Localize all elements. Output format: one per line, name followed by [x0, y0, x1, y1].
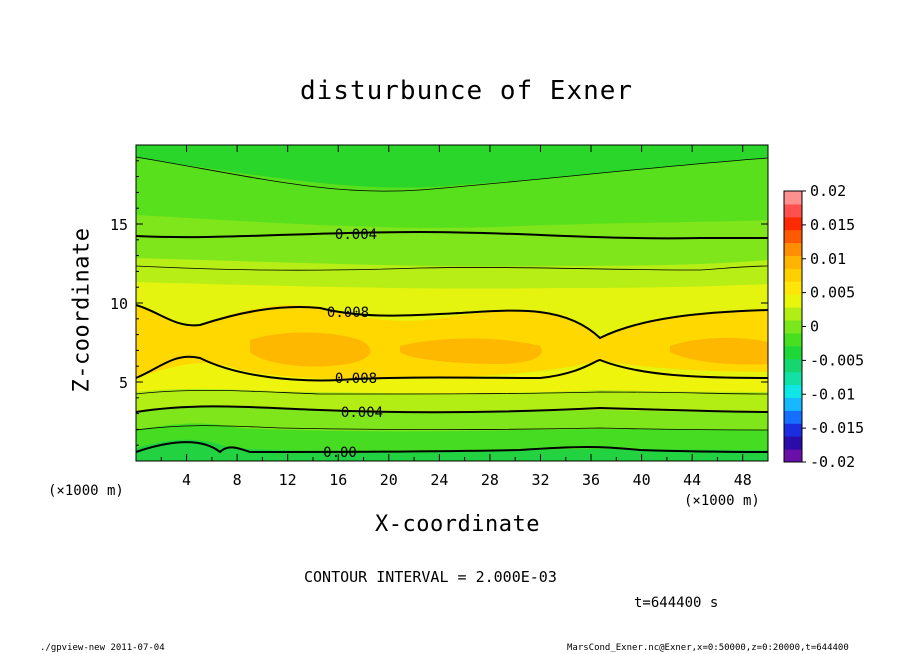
colorbar-segment [784, 294, 802, 308]
colorbar-segment [784, 449, 802, 463]
colorbar-segment [784, 307, 802, 321]
colorbar-segment [784, 255, 802, 269]
y-tick-label: 10 [110, 295, 128, 313]
colorbar-segment [784, 281, 802, 295]
colorbar-tick-label: -0.015 [810, 419, 864, 437]
colorbar-segment [784, 229, 802, 244]
contour-line-000 [135, 441, 769, 454]
x-tick-label: 44 [683, 471, 701, 489]
x-tick-label: 28 [481, 471, 499, 489]
x-tick-label: 16 [329, 471, 347, 489]
footer-left: ./gpview-new 2011-07-04 [40, 643, 165, 653]
x-axis-label: X-coordinate [375, 512, 540, 537]
colorbar-segment [784, 423, 802, 437]
x-tick-label: 8 [233, 471, 242, 489]
y-tick-label: 5 [119, 374, 128, 392]
blob-1 [250, 332, 371, 367]
x-tick-label: 12 [279, 471, 297, 489]
colorbar-segment [784, 436, 802, 450]
colorbar-segment [784, 242, 802, 257]
colorbar-segment [784, 216, 802, 231]
x-tick-label: 20 [380, 471, 398, 489]
time-stamp: t=644400 s [634, 595, 719, 611]
contour-interval-text: CONTOUR INTERVAL = 2.000E-03 [304, 568, 557, 586]
colorbar-tick-label: -0.02 [810, 453, 855, 471]
colorbar-tick-label: 0.02 [810, 182, 846, 200]
colorbar-tick-label: -0.005 [810, 351, 864, 369]
colorbar-segment [784, 397, 802, 411]
colorbar-segment [784, 410, 802, 424]
chart-title: disturbunce of Exner [300, 76, 634, 106]
x-tick-label: 40 [633, 471, 651, 489]
x-unit-label-right: (×1000 m) [684, 493, 760, 509]
colorbar-segment [784, 345, 802, 360]
contour-line-low-thin [135, 425, 769, 431]
x-unit-label-left: (×1000 m) [48, 483, 124, 499]
x-tick-label: 36 [582, 471, 600, 489]
contour-label: 0.00 [323, 445, 357, 461]
colorbar-tick-label: 0 [810, 318, 819, 336]
contour-line-upper-thin [135, 265, 769, 271]
colorbar-segment [784, 384, 802, 398]
blob-2 [400, 338, 542, 364]
y-tick-label: 15 [110, 216, 128, 234]
contour-line-0004-upper [135, 230, 768, 240]
colorbar-segment [784, 320, 802, 334]
contour-label: 0.004 [335, 227, 377, 243]
contour-label: 0.004 [341, 405, 383, 421]
colorbar-segment [784, 332, 802, 347]
x-tick-label: 48 [734, 471, 752, 489]
colorbar-segment [784, 191, 802, 205]
colorbar-segment [784, 371, 802, 386]
footer-right: MarsCond_Exner.nc@Exner,x=0:50000,z=0:20… [567, 643, 849, 653]
contour-line-0004-lower [135, 405, 769, 414]
contour-line-0008-upper [135, 304, 769, 340]
contour-label: 0.008 [327, 305, 369, 321]
contour-line-mid-thin [135, 390, 769, 395]
x-tick-label: 4 [182, 471, 191, 489]
colorbar-tick-label: 0.005 [810, 284, 855, 302]
x-tick-label: 32 [531, 471, 549, 489]
colorbar-tick-label: 0.01 [810, 250, 846, 268]
contour-line-0008-lower [135, 355, 769, 382]
contour-label: 0.008 [335, 371, 377, 387]
colorbar-segment [784, 358, 802, 373]
blob-3 [670, 337, 768, 365]
contour-line-top [135, 156, 769, 192]
colorbar-segment [784, 268, 802, 282]
band-10 [136, 439, 768, 461]
x-tick-label: 24 [430, 471, 448, 489]
colorbar-tick-label: 0.015 [810, 216, 855, 234]
colorbar-tick-label: -0.01 [810, 385, 855, 403]
colorbar-segment [784, 203, 802, 218]
